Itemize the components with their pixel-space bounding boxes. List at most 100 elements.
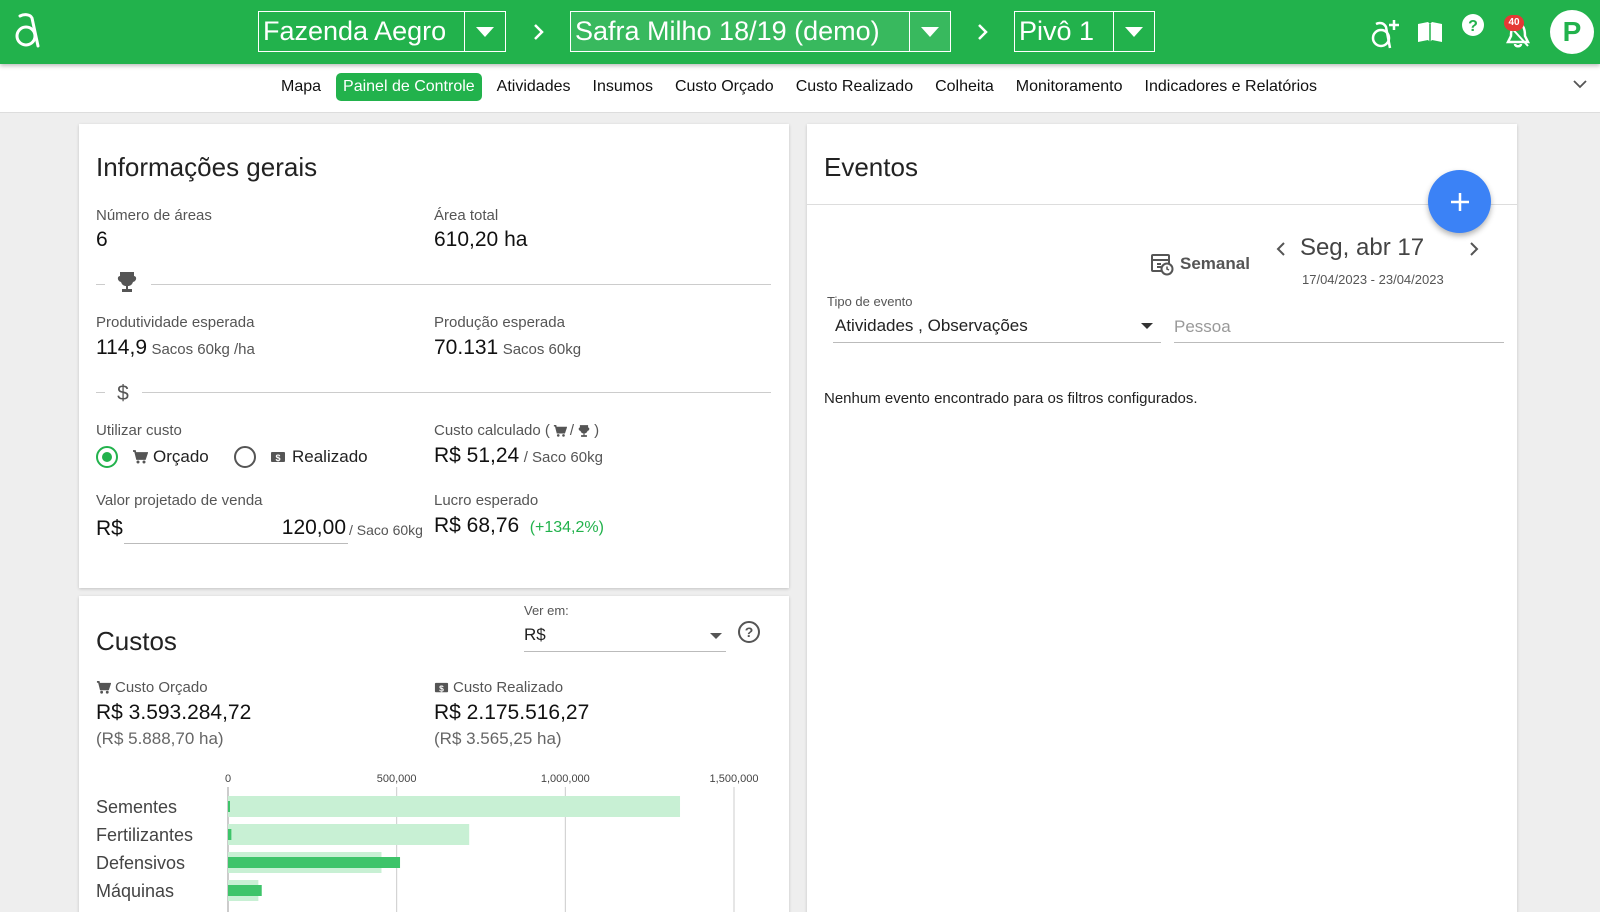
main-nav: Mapa Painel de Controle Atividades Insum… <box>0 64 1600 113</box>
bar-realized[interactable] <box>228 801 230 812</box>
areas-count-value: 6 <box>96 228 108 251</box>
expected-production: 70.131 Sacos 60kg <box>434 336 581 360</box>
separator-line <box>96 392 105 393</box>
chevron-down-icon[interactable] <box>1570 74 1590 94</box>
use-cost-label: Utilizar custo <box>96 422 182 439</box>
calculated-cost-label-slash: / <box>569 422 575 439</box>
nav-item-insumos[interactable]: Insumos <box>592 78 653 95</box>
chevron-left-icon[interactable] <box>1273 240 1289 258</box>
separator-line <box>96 284 105 285</box>
costs-card: Custos Ver em: R$ ? Custo Orçado R$ 3.59… <box>79 596 789 912</box>
x-tick-label: 0 <box>224 773 232 785</box>
help-icon[interactable]: ? <box>1460 10 1486 54</box>
view-in-label: Ver em: <box>524 603 569 618</box>
radio-realized[interactable] <box>234 446 256 468</box>
general-info-title: Informações gerais <box>96 152 318 182</box>
expected-profit-value: R$ 68,76 <box>434 514 520 537</box>
budgeted-cost-label-text: Custo Orçado <box>115 679 208 696</box>
svg-text:$: $ <box>117 382 129 404</box>
expected-profit-label: Lucro esperado <box>434 492 539 509</box>
cart-icon <box>133 450 148 464</box>
season-selector[interactable]: Safra Milho 18/19 (demo) <box>570 11 951 52</box>
cart-icon <box>96 681 111 694</box>
caret-down-icon[interactable] <box>910 12 950 51</box>
caret-down-icon[interactable] <box>1114 12 1154 51</box>
events-header-divider <box>807 204 1517 205</box>
realized-cost-label-text: Custo Realizado <box>453 679 564 696</box>
bar-budgeted[interactable] <box>228 824 470 845</box>
caret-down-icon[interactable] <box>465 12 505 51</box>
total-area-label: Área total <box>434 207 499 224</box>
bar-budgeted[interactable] <box>228 796 681 817</box>
bar-realized[interactable] <box>228 885 262 896</box>
radio-realized-label[interactable]: Realizado <box>292 447 368 466</box>
expected-production-value: 70.131 <box>434 336 499 359</box>
chevron-right-icon <box>534 24 544 40</box>
caret-down-icon <box>710 633 722 639</box>
expected-production-label: Produção esperada <box>434 314 565 331</box>
category-label: Defensivos <box>96 853 186 873</box>
category-label: Fertilizantes <box>96 825 194 845</box>
nav-item-mapa[interactable]: Mapa <box>281 78 322 95</box>
add-event-button[interactable] <box>1428 170 1491 233</box>
date-range: 17/04/2023 - 23/04/2023 <box>1302 272 1444 287</box>
add-user-icon[interactable] <box>1368 10 1402 54</box>
projected-price-label: Valor projetado de venda <box>96 492 263 509</box>
projected-price-input[interactable]: 120,00 <box>124 512 348 544</box>
costs-title: Custos <box>96 626 177 656</box>
nav-item-custo-realizado[interactable]: Custo Realizado <box>795 78 914 95</box>
expected-productivity-unit: Sacos 60kg /ha <box>151 341 255 358</box>
user-avatar[interactable]: P <box>1550 10 1594 54</box>
separator-line <box>151 284 771 285</box>
person-input[interactable]: Pessoa <box>1174 311 1504 343</box>
costs-bar-chart: 0 500,000 1,000,000 1,500,000 Sementes Fertil… <box>79 596 789 912</box>
budgeted-cost-value: R$ 3.593.284,72 <box>96 701 252 724</box>
x-tick-label: 500,000 <box>376 773 417 785</box>
realized-cost-value: R$ 2.175.516,27 <box>434 701 590 724</box>
aegro-logo-icon[interactable] <box>12 12 42 50</box>
chevron-right-icon[interactable] <box>1466 240 1482 258</box>
category-label: Máquinas <box>96 881 175 901</box>
svg-text:?: ? <box>745 624 754 640</box>
event-type-select[interactable]: Atividades , Observações <box>833 311 1161 343</box>
svg-text:$: $ <box>439 683 444 693</box>
projected-price-currency: R$ <box>96 517 123 540</box>
help-circle-icon[interactable]: ? <box>737 620 761 644</box>
farm-name: Fazenda Aegro <box>259 12 465 51</box>
expected-production-unit: Sacos 60kg <box>502 341 582 358</box>
person-placeholder: Pessoa <box>1174 317 1231 336</box>
plot-selector[interactable]: Pivô 1 <box>1014 11 1155 52</box>
svg-text:?: ? <box>1468 18 1478 35</box>
nav-item-painel-de-controle[interactable]: Painel de Controle <box>336 73 482 101</box>
radio-budgeted-label[interactable]: Orçado <box>153 447 209 466</box>
chart-canvas <box>227 787 735 912</box>
projected-price-value: 120,00 <box>281 516 346 539</box>
notification-count-badge: 40 <box>1504 15 1524 31</box>
nav-item-indicadores-e-relatorios[interactable]: Indicadores e Relatórios <box>1144 78 1318 95</box>
svg-text:$: $ <box>275 453 280 463</box>
event-type-label: Tipo de evento <box>827 294 913 309</box>
book-icon[interactable] <box>1416 10 1444 54</box>
farm-selector[interactable]: Fazenda Aegro <box>258 11 506 52</box>
bar-realized[interactable] <box>228 857 401 868</box>
view-in-select[interactable]: R$ <box>524 620 726 652</box>
nav-item-custo-orcado[interactable]: Custo Orçado <box>674 78 774 95</box>
calculated-cost-label-suffix: ) <box>594 422 600 439</box>
chevron-right-icon <box>978 24 988 40</box>
view-mode-button[interactable]: Semanal <box>1150 252 1250 276</box>
nav-item-colheita[interactable]: Colheita <box>935 78 994 95</box>
radio-budgeted[interactable] <box>96 446 118 468</box>
nav-item-monitoramento[interactable]: Monitoramento <box>1015 78 1123 95</box>
calculated-cost: R$ 51,24 / Saco 60kg <box>434 444 603 468</box>
plot-name: Pivô 1 <box>1015 12 1114 51</box>
trophy-icon <box>117 272 137 292</box>
general-info-card: Informações gerais Número de áreas 6 Áre… <box>79 124 789 588</box>
bar-realized[interactable] <box>228 829 232 840</box>
total-area-value: 610,20 ha <box>434 228 528 251</box>
dollar-icon: $ <box>117 382 129 404</box>
areas-count-label: Número de áreas <box>96 207 212 224</box>
view-mode-label: Semanal <box>1180 254 1250 273</box>
nav-item-atividades[interactable]: Atividades <box>496 78 571 95</box>
expected-productivity-value: 114,9 <box>96 336 147 359</box>
nav-items: Mapa Painel de Controle Atividades Insum… <box>270 73 1328 101</box>
